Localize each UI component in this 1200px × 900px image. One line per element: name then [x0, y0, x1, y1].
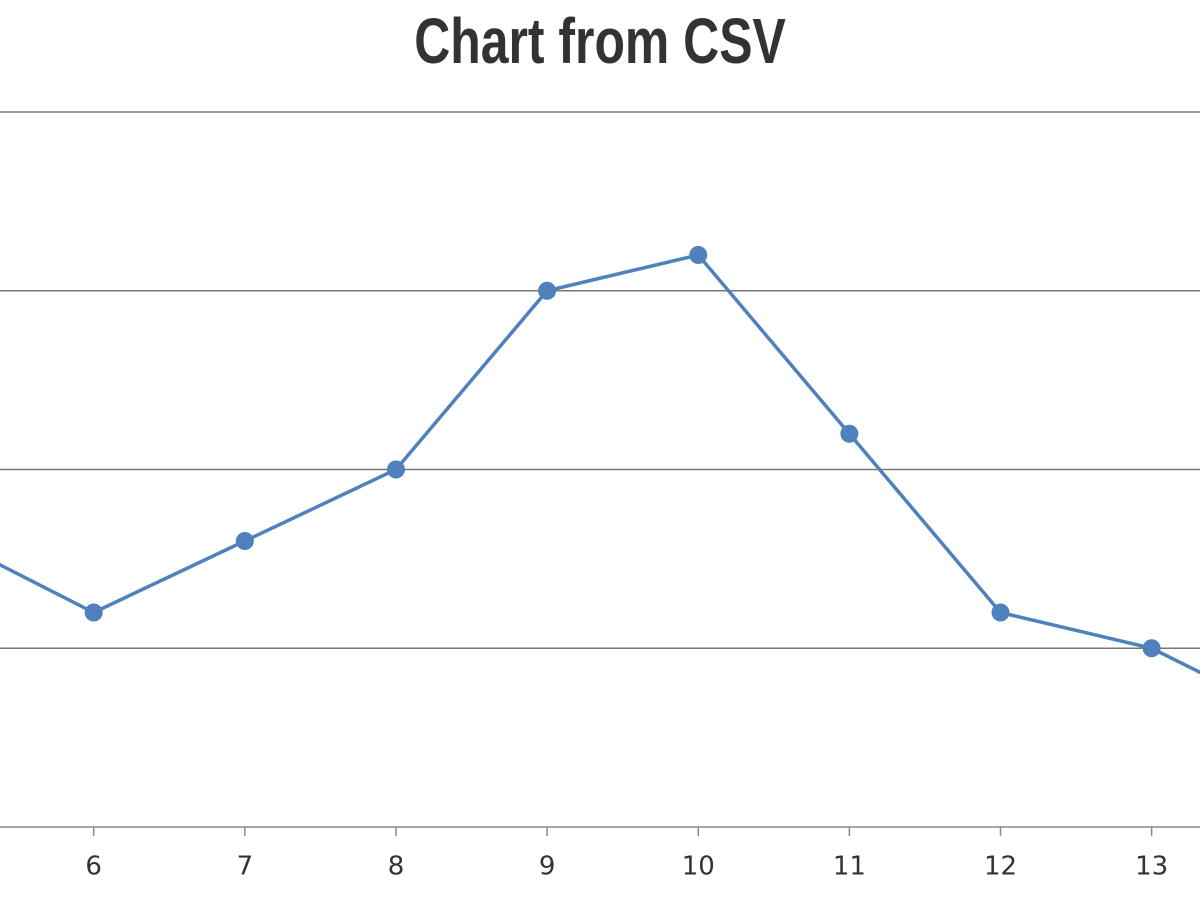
point: [689, 246, 708, 264]
chart-title: Chart from CSV: [414, 6, 786, 77]
x-tick-label: 10: [682, 852, 715, 882]
point: [386, 460, 405, 479]
x-tick-label: 6: [85, 852, 102, 882]
point: [84, 603, 103, 622]
plot-area: [0, 246, 1200, 675]
point: [538, 281, 557, 300]
x-tick-label: 13: [1135, 852, 1168, 882]
grid: 6 7 8 9 10 11 12 13: [0, 111, 1200, 882]
x-tick-label: 11: [833, 852, 866, 882]
x-tick-label: 7: [237, 852, 254, 882]
line: [0, 253, 1200, 675]
point: [1142, 639, 1161, 658]
x-tick-label: 9: [539, 852, 556, 882]
point: [840, 424, 859, 443]
point: [991, 603, 1010, 622]
x-tick-label: 12: [984, 852, 1017, 882]
point: [235, 532, 254, 550]
x-tick-label: 8: [388, 852, 405, 882]
